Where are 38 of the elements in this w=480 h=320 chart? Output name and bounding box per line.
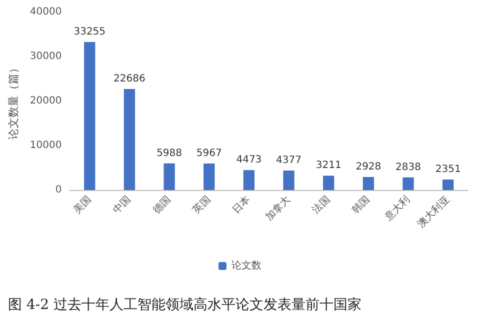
bar	[402, 177, 414, 190]
x-tick-label: 澳大利亚	[415, 193, 452, 230]
y-tick-label: 20000	[30, 96, 62, 106]
bar	[362, 176, 374, 190]
x-tick-label: 加拿大	[262, 193, 293, 224]
data-label: 3211	[316, 160, 342, 172]
x-tick-label: 中国	[110, 193, 134, 216]
bar	[283, 170, 294, 190]
x-tick-label: 法国	[310, 193, 332, 216]
x-tick-label: 日本	[230, 193, 253, 216]
data-label: 22686	[114, 74, 146, 85]
bar	[164, 163, 175, 190]
data-label: 33255	[74, 26, 106, 38]
y-axis-title: 论文数量（篇）	[7, 62, 20, 140]
bar	[204, 163, 215, 190]
caption: 图 4-2 过去十年人工智能领域高水平论文发表量前十国家	[8, 297, 362, 313]
x-tick-label: 德国	[151, 194, 174, 216]
bar	[243, 170, 255, 190]
x-tick-label: 英国	[190, 193, 213, 216]
data-label: 4473	[236, 154, 262, 166]
x-tick-label: 韩国	[350, 193, 372, 216]
x-tick-label: 美国	[70, 193, 94, 216]
bar	[124, 89, 136, 190]
data-label: 2838	[396, 162, 421, 173]
y-tick-label: 30000	[30, 51, 62, 62]
legend-label: 论文数	[232, 260, 262, 272]
y-tick-label: 40000	[30, 6, 62, 18]
data-label: 2351	[435, 164, 461, 176]
bar	[323, 176, 334, 190]
bar	[84, 42, 96, 190]
data-label: 5988	[156, 148, 182, 159]
data-label: 4377	[276, 155, 302, 166]
y-tick-label: 10000	[30, 140, 62, 151]
data-label: 5967	[196, 148, 222, 159]
data-label: 2928	[356, 161, 382, 172]
y-tick-label: 0	[55, 184, 62, 196]
x-tick-label: 意大利	[382, 193, 412, 224]
bar	[442, 180, 454, 190]
